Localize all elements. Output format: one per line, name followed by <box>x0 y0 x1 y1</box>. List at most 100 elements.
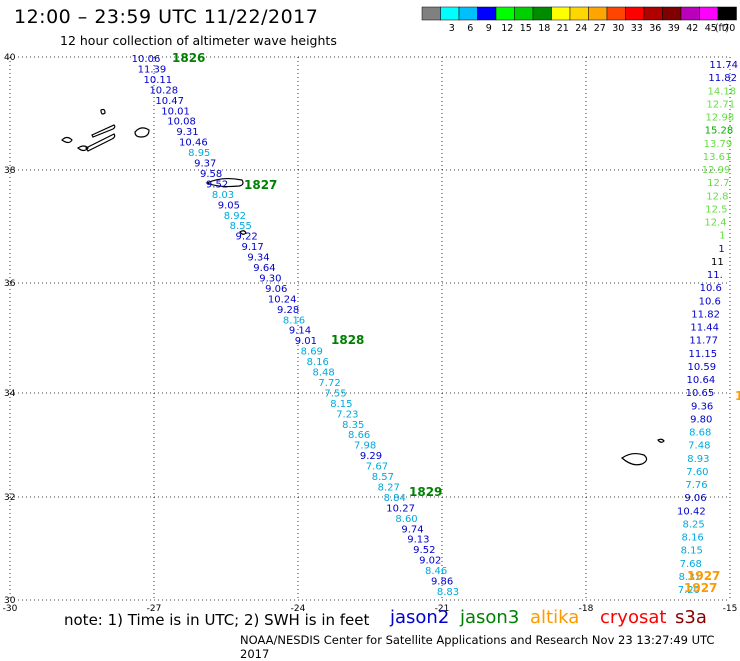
wave-height-value: 9.74 <box>401 524 423 535</box>
lon-tick-label: -18 <box>579 604 594 614</box>
wave-height-value: 10.65 <box>686 388 715 399</box>
lon-tick-label: -27 <box>147 604 162 614</box>
lat-tick-label: 38 <box>4 166 16 176</box>
wave-height-value: 9.28 <box>277 305 299 316</box>
wave-height-value: 10.01 <box>161 106 190 117</box>
lat-tick-label: 34 <box>4 389 16 399</box>
wave-height-value: 9.02 <box>419 556 441 567</box>
legend-label: 30 <box>612 23 624 34</box>
wave-height-value: 11.39 <box>138 64 167 75</box>
lat-tick-label: 40 <box>4 53 16 63</box>
wave-height-value: 8.16 <box>682 533 704 544</box>
altimeter-track-east: 11.7411.8214.1812.7112.9815.2813.7913.61… <box>677 60 738 596</box>
island-flores <box>61 136 73 144</box>
wave-height-value: 8.31 <box>679 572 701 583</box>
wave-height-value: 1 <box>719 231 725 242</box>
wave-height-value: 8.84 <box>384 493 406 504</box>
wave-height-value: 7.72 <box>318 378 340 389</box>
wave-height-value: 11.82 <box>708 73 737 84</box>
wave-height-value: 11.77 <box>689 336 718 347</box>
island-sao-jorge <box>91 124 116 138</box>
lon-tick-label: -24 <box>291 604 306 614</box>
wave-height-value: 12.98 <box>706 113 735 124</box>
island-santa-maria <box>239 230 247 235</box>
wave-height-value: 10.06 <box>132 54 161 65</box>
pass-time-label: 1828 <box>331 333 364 347</box>
pass-time-label: 1827 <box>244 178 277 192</box>
lat-tick-label: 30 <box>4 596 16 606</box>
wave-height-value: 8.16 <box>307 357 329 368</box>
altimeter-track-west: 10.0611.3910.1110.2810.4710.0110.089.311… <box>132 54 459 598</box>
island-terceira <box>134 127 150 138</box>
wave-height-value: 8.15 <box>681 546 703 557</box>
legend-label: 12 <box>501 23 513 34</box>
wave-height-value: 7.48 <box>688 441 710 452</box>
wave-height-value: 11.15 <box>688 349 717 360</box>
map-title: 12:00 – 23:59 UTC 11/22/2017 <box>14 6 319 28</box>
wave-height-value: 8.27 <box>378 482 400 493</box>
legend-label: 6 <box>467 23 473 34</box>
wave-height-value: 9.58 <box>200 169 222 180</box>
wave-height-value: 15.28 <box>705 126 734 137</box>
color-legend: 3 6 9 12 15 18 21 24 27 30 33 36 39 42 45 70(ft) <box>421 6 737 34</box>
footer-credit: NOAA/NESDIS Center for Satellite Applica… <box>240 633 715 661</box>
island-corvo <box>100 108 106 115</box>
wave-height-value: 10.28 <box>149 85 178 96</box>
wave-height-value: 9.30 <box>259 273 281 284</box>
wave-height-value: 12.71 <box>707 99 736 110</box>
pass-time-label: 1927 <box>684 581 717 595</box>
wave-height-value: 8.57 <box>372 472 394 483</box>
wave-height-value: 9.14 <box>289 326 311 337</box>
wave-height-value: 8.60 <box>395 514 417 525</box>
legend-unit: (ft) <box>715 23 729 34</box>
legend-swatch <box>717 6 737 21</box>
wave-height-value: 8.48 <box>313 368 335 379</box>
wave-height-value: 8.66 <box>348 430 370 441</box>
wave-height-value: 9.36 <box>691 401 713 412</box>
island-madeira <box>621 452 648 466</box>
wave-height-value: 12.8 <box>706 191 728 202</box>
wave-height-value: 10.47 <box>155 96 184 107</box>
wave-height-value: 9.64 <box>253 263 275 274</box>
wave-height-value: 9.80 <box>690 414 712 425</box>
wave-height-value: 9.01 <box>295 336 317 347</box>
satellite-altika: altika <box>530 607 580 628</box>
wave-height-value: 8.15 <box>330 399 352 410</box>
wave-height-value: 8.69 <box>301 347 323 358</box>
wave-height-value: 9.52 <box>206 179 228 190</box>
wave-height-value: 7.67 <box>366 462 388 473</box>
legend-label: 33 <box>631 23 643 34</box>
wave-height-value: 8.03 <box>212 190 234 201</box>
legend-label: 3 <box>449 23 455 34</box>
wave-height-value: 8.83 <box>437 587 459 598</box>
wave-height-value: 9.17 <box>241 242 263 253</box>
pass-time-label: 1 <box>735 389 740 403</box>
island-faial <box>76 145 89 152</box>
pass-time-label: 1927 <box>687 569 720 583</box>
wave-height-value: 14.18 <box>707 86 736 97</box>
legend-label: 21 <box>557 23 569 34</box>
wave-height-value: 10.42 <box>677 506 706 517</box>
wave-height-value: 13.79 <box>704 139 733 150</box>
legend-label: 42 <box>686 23 698 34</box>
axis-tick-labels: -30 -27 -24 -21 -18 -15 40 38 36 34 32 30 <box>3 53 738 614</box>
pass-time-label: 1829 <box>409 485 442 499</box>
satellite-cryosat: cryosat <box>600 607 667 628</box>
wave-height-value: 1 <box>718 244 724 255</box>
wave-height-value: 11 <box>711 257 724 268</box>
satellite-jason2: jason2 <box>390 607 450 628</box>
footer-note: note: 1) Time is in UTC; 2) SWH is in fe… <box>64 611 370 629</box>
wave-height-value: 8.46 <box>425 566 447 577</box>
wave-height-value: 7.55 <box>324 388 346 399</box>
wave-height-value: 10.27 <box>386 503 415 514</box>
island-pico <box>85 133 116 152</box>
lat-tick-label: 32 <box>4 493 15 503</box>
legend-label: 9 <box>486 23 492 34</box>
island-porto-santo <box>657 438 665 443</box>
legend-label: 70 <box>723 23 735 34</box>
wave-height-value: 8.55 <box>230 221 252 232</box>
satellite-jason3: jason3 <box>460 607 520 628</box>
legend-label: 39 <box>668 23 680 34</box>
wave-height-value: 10.46 <box>179 138 208 149</box>
